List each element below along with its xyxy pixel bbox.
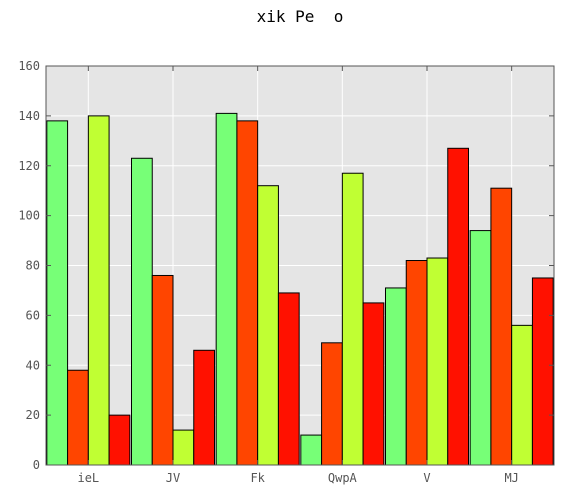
bar-ieL-2 [67,369,89,466]
bar-Fk-2 [236,120,259,466]
x-tick-label: ieL [77,471,99,485]
bar-JV-3 [172,429,195,466]
bar-JV-4 [193,349,216,466]
y-tick-label: 80 [26,259,40,273]
x-axis: ieL JV Fk QwpA V MJ [77,66,519,485]
y-tick-label: 120 [18,159,40,173]
y-tick-label: 40 [26,358,40,372]
y-tick-label: 140 [18,109,40,123]
x-tick-label: JV [166,471,180,485]
chart-title: xik Pe o [257,7,344,26]
x-tick-label: V [423,471,430,485]
bar-QwpA-2 [321,342,343,466]
y-tick-label: 100 [18,209,40,223]
bar-V-1 [384,287,407,466]
bar-JV-2 [151,274,174,466]
bar-Fk-4 [277,292,300,466]
bar-ieL-3 [87,115,110,466]
bar-ieL-1 [46,120,69,466]
x-tick-label: Fk [250,471,265,485]
bar-QwpA-1 [300,434,323,466]
x-tick-label: QwpA [328,471,358,485]
bar-JV-1 [130,157,153,466]
bars [46,112,554,466]
bar-V-2 [405,260,428,466]
bar-MJ-2 [490,187,513,466]
bar-QwpA-3 [341,172,364,466]
bar-Fk-1 [215,112,238,466]
bar-V-3 [426,257,449,466]
x-tick-label: MJ [504,471,518,485]
bar-MJ-1 [469,230,492,466]
bar-MJ-4 [531,277,554,466]
y-tick-label: 60 [26,308,40,322]
bar-ieL-4 [108,414,131,466]
bar-Fk-3 [257,185,279,466]
bar-MJ-3 [511,324,533,466]
y-axis: 0 20 40 60 80 100 120 140 160 [18,59,554,472]
bar-QwpA-4 [362,302,385,466]
y-tick-label: 160 [18,59,40,73]
bar-V-4 [447,147,470,466]
y-tick-label: 0 [33,458,40,472]
y-tick-label: 20 [26,408,40,422]
